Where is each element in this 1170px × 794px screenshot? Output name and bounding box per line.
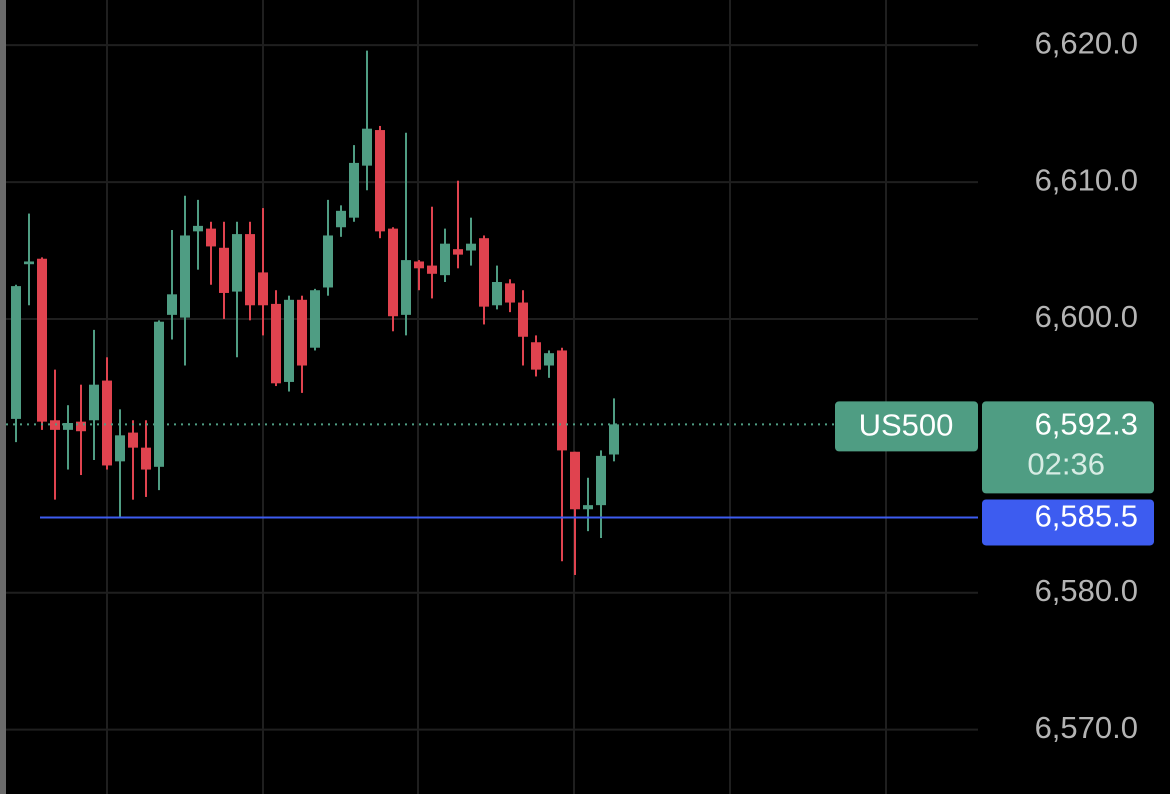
candle-body — [232, 234, 242, 292]
countdown-label: 02:36 — [1027, 447, 1105, 482]
candle-body — [349, 162, 359, 218]
candle-body — [583, 505, 593, 510]
candle-body — [401, 260, 411, 315]
candle-body — [11, 286, 21, 419]
price-line-badge — [982, 499, 1154, 546]
candle-body — [609, 424, 619, 455]
screen-edge — [0, 0, 6, 794]
y-tick-label: 6,620.0 — [1035, 25, 1138, 60]
candle-body — [102, 380, 112, 466]
candle-body — [453, 249, 463, 255]
candle-body — [323, 235, 333, 288]
candle-body — [427, 265, 437, 274]
candle-body — [557, 350, 567, 451]
candle-body — [115, 435, 125, 462]
symbol-badge — [835, 401, 978, 452]
candle-body — [24, 261, 34, 265]
candle-body — [37, 258, 47, 422]
candle-body — [440, 243, 450, 276]
candle-body — [570, 451, 580, 510]
symbol-label: US500 — [859, 408, 954, 443]
candle-body — [258, 272, 268, 306]
candle-body — [336, 210, 346, 228]
price-line-label: 6,585.5 — [1035, 499, 1138, 534]
candle-body — [219, 247, 229, 293]
candle-body — [518, 302, 528, 337]
current-price-label: 6,592.3 — [1035, 407, 1138, 442]
candle-body — [180, 235, 190, 318]
candle-body — [505, 283, 515, 303]
y-tick-label: 6,600.0 — [1035, 299, 1138, 334]
candle-body — [154, 321, 164, 467]
y-tick-label: 6,580.0 — [1035, 573, 1138, 608]
candle-body — [76, 421, 86, 432]
candle-body — [63, 423, 73, 430]
candle-body — [271, 303, 281, 384]
candle-body — [492, 282, 502, 306]
candle-body — [531, 342, 541, 370]
candle-body — [284, 299, 294, 382]
candle-body — [544, 353, 554, 366]
current-price-badge — [982, 401, 1154, 494]
candle-body — [297, 299, 307, 366]
candle-body — [206, 228, 216, 247]
candle-body — [310, 290, 320, 348]
y-tick-label: 6,570.0 — [1035, 710, 1138, 745]
candle-body — [375, 130, 385, 232]
y-tick-label: 6,610.0 — [1035, 162, 1138, 197]
candle-body — [466, 243, 476, 251]
candle-body — [596, 455, 606, 506]
candle-body — [245, 234, 255, 306]
candle-body — [193, 225, 203, 232]
candle-body — [128, 432, 138, 448]
candle-body — [479, 238, 489, 307]
candle-body — [89, 384, 99, 421]
candle-body — [167, 294, 177, 315]
candle-body — [388, 228, 398, 317]
candle-body — [414, 261, 424, 269]
candle-body — [362, 128, 372, 166]
candle-body — [141, 447, 151, 470]
